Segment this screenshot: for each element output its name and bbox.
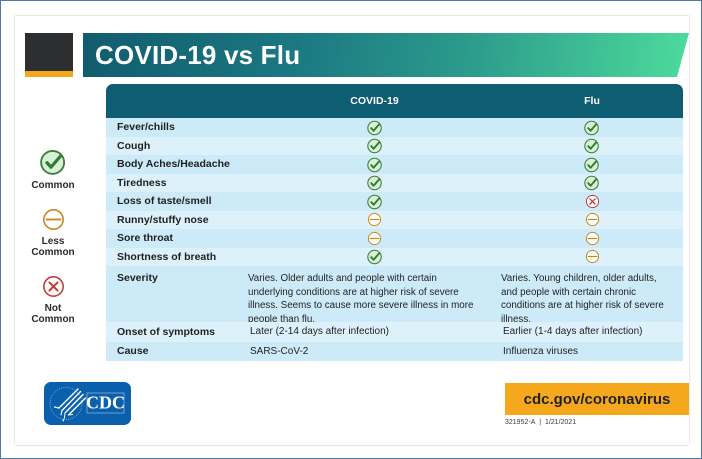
svg-text:CDC: CDC [86,393,125,413]
